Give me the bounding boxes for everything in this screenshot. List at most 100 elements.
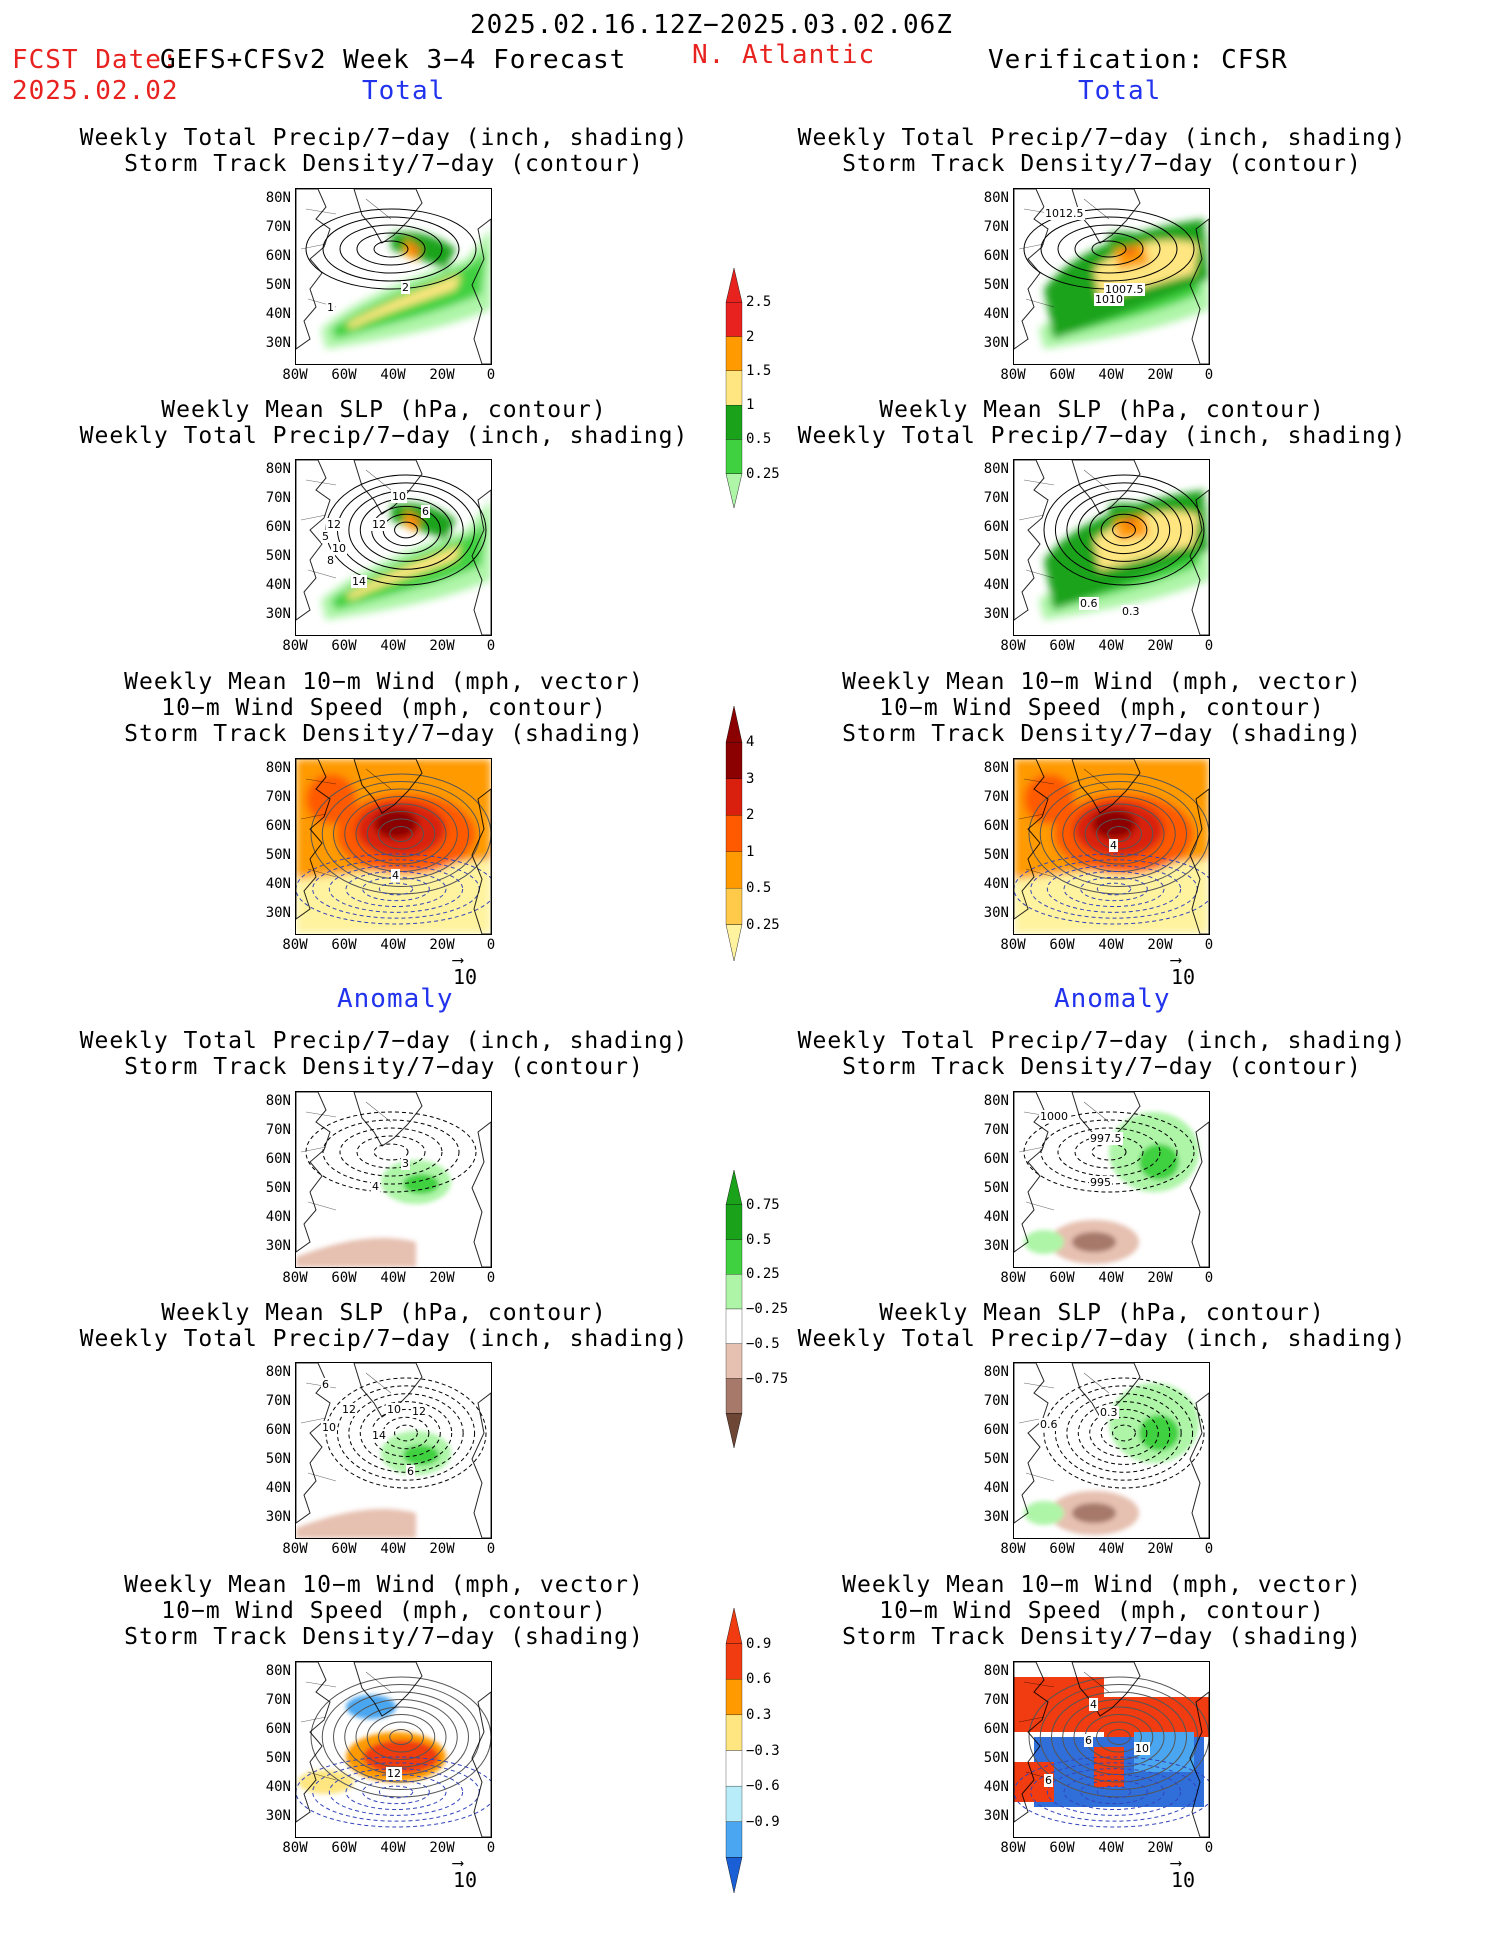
lat-tick-label: 50N [265, 1180, 291, 1196]
lat-tick-label: 50N [983, 548, 1009, 564]
map-panel: 10 6 12 12 5 10 8 14 [295, 459, 492, 636]
lat-tick-label: 70N [983, 490, 1009, 506]
region-label: N. Atlantic [692, 40, 876, 70]
vector-scale-value: 10 [453, 1868, 478, 1892]
lat-tick-label: 30N [983, 905, 1009, 921]
contour-label: 1000 [1039, 1110, 1069, 1123]
panel-title-line: 10−m Wind Speed (mph, contour) [879, 1598, 1325, 1624]
colorbar-label: 1 [746, 843, 755, 860]
lat-tick-label: 30N [265, 1808, 291, 1824]
contour-label: 6 [1044, 1774, 1053, 1787]
lat-tick-label: 50N [265, 847, 291, 863]
lat-tick-label: 70N [265, 1122, 291, 1138]
lon-tick-label: 20W [1147, 1840, 1173, 1856]
lat-tick-label: 40N [265, 876, 291, 892]
panel-title-line: Weekly Total Precip/7−day (inch, shading… [797, 423, 1407, 449]
map-panel: 0.6 0.3 [1013, 1362, 1210, 1539]
verification-label: Verification: CFSR [988, 45, 1288, 75]
lon-tick-label: 20W [1147, 1270, 1173, 1286]
lon-tick-label: 0 [486, 1541, 496, 1557]
date-range: 2025.02.16.12Z−2025.03.02.06Z [470, 10, 953, 40]
contour-label: 0.3 [1099, 1406, 1119, 1419]
panel-title-line: Storm Track Density/7−day (shading) [842, 1624, 1362, 1650]
lat-tick-label: 40N [983, 1779, 1009, 1795]
panel-title-line: Weekly Total Precip/7−day (inch, shading… [79, 125, 689, 151]
lon-tick-label: 80W [282, 367, 308, 383]
panel-title: Weekly Mean SLP (hPa, contour) Weekly Tot… [64, 397, 704, 449]
lon-tick-label: 80W [1000, 1840, 1026, 1856]
panel-title-line: Weekly Total Precip/7−day (inch, shading… [797, 1028, 1407, 1054]
colorbar [724, 1169, 744, 1487]
panel-title: Weekly Total Precip/7−day (inch, shading… [782, 125, 1422, 177]
arrow-icon: ⟶ [1171, 950, 1181, 969]
panel-title: Weekly Mean 10−m Wind (mph, vector) 10−m … [64, 1572, 704, 1650]
lat-tick-label: 80N [983, 1663, 1009, 1679]
panel-title-line: Storm Track Density/7−day (contour) [124, 151, 644, 177]
lon-tick-label: 60W [1049, 367, 1075, 383]
lat-tick-label: 60N [983, 1151, 1009, 1167]
lon-tick-label: 80W [1000, 1270, 1026, 1286]
lat-tick-label: 70N [265, 1393, 291, 1409]
lon-tick-label: 80W [282, 1541, 308, 1557]
colorbar-label: −0.6 [746, 1778, 780, 1795]
lat-tick-label: 60N [983, 248, 1009, 264]
lon-tick-label: 40W [1098, 367, 1124, 383]
lon-tick-label: 60W [331, 1270, 357, 1286]
contour-label: 10 [1134, 1742, 1150, 1755]
lon-tick-label: 40W [1098, 638, 1124, 654]
colorbar-label: −0.25 [746, 1301, 789, 1317]
section-anomaly-left: Anomaly [337, 984, 454, 1014]
panel-title-line: Storm Track Density/7−day (shading) [124, 721, 644, 747]
vector-scale: ⟶ 10 [1171, 950, 1195, 990]
lon-tick-label: 0 [1204, 937, 1214, 953]
map-panel: 4 6 10 6 [1013, 1661, 1210, 1838]
lat-tick-label: 30N [265, 335, 291, 351]
lon-tick-label: 60W [1049, 1270, 1075, 1286]
panel-title-line: Weekly Total Precip/7−day (inch, shading… [79, 423, 689, 449]
lon-tick-label: 0 [1204, 367, 1214, 383]
arrow-icon: ⟶ [453, 1853, 463, 1872]
colorbar-label: 0.6 [746, 1671, 772, 1688]
lat-tick-label: 60N [265, 248, 291, 264]
panel-title: Weekly Total Precip/7−day (inch, shading… [64, 125, 704, 177]
lon-tick-label: 60W [331, 937, 357, 953]
lat-tick-label: 70N [983, 1122, 1009, 1138]
panel-title: Weekly Mean 10−m Wind (mph, vector) 10−m … [64, 669, 704, 747]
arrow-icon: ⟶ [453, 950, 463, 969]
fcst-date-label: FCST Date: [12, 45, 179, 75]
map-panel: 0.6 0.3 [1013, 459, 1210, 636]
lon-tick-label: 20W [429, 1270, 455, 1286]
colorbar-label: 0.25 [746, 1266, 780, 1283]
contour-label: 6 [406, 1465, 415, 1478]
lon-tick-label: 0 [486, 1840, 496, 1856]
contour-label: 6 [321, 1378, 330, 1391]
lon-tick-label: 20W [1147, 937, 1173, 953]
colorbar-label: 0.5 [746, 1231, 772, 1248]
lon-tick-label: 0 [1204, 638, 1214, 654]
contour-label: 12 [386, 1767, 402, 1780]
lon-tick-label: 60W [1049, 1840, 1075, 1856]
lon-tick-label: 20W [1147, 1541, 1173, 1557]
lat-tick-label: 60N [265, 1151, 291, 1167]
lat-tick-label: 80N [265, 760, 291, 776]
contour-label: 12 [411, 1405, 427, 1418]
lat-tick-label: 30N [983, 1238, 1009, 1254]
lat-tick-label: 60N [983, 1721, 1009, 1737]
panel-title: Weekly Mean 10−m Wind (mph, vector) 10−m … [782, 1572, 1422, 1650]
contour-label: 1012.5 [1044, 207, 1085, 220]
panel-title-line: Weekly Total Precip/7−day (inch, shading… [797, 125, 1407, 151]
lat-tick-label: 70N [983, 219, 1009, 235]
map-panel: 6 12 10 12 10 14 6 [295, 1362, 492, 1539]
colorbar-label: −0.75 [746, 1370, 789, 1387]
lat-tick-label: 50N [983, 1180, 1009, 1196]
contour-label: 3 [401, 1157, 410, 1170]
lon-tick-label: 40W [380, 638, 406, 654]
lat-tick-label: 70N [983, 1393, 1009, 1409]
panel-title-line: Weekly Total Precip/7−day (inch, shading… [79, 1028, 689, 1054]
panel-title-line: 10−m Wind Speed (mph, contour) [161, 1598, 607, 1624]
lon-tick-label: 0 [486, 367, 496, 383]
panel-title-line: Weekly Mean 10−m Wind (mph, vector) [842, 669, 1362, 695]
lat-tick-label: 40N [265, 1209, 291, 1225]
panel-title-line: Weekly Total Precip/7−day (inch, shading… [79, 1326, 689, 1352]
